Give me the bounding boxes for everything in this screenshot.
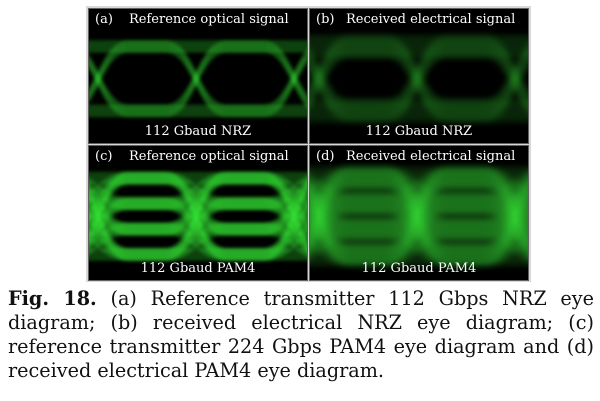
panel-subtitle: 112 Gbaud PAM4 [361,261,477,276]
caption-label: Fig. 18. [8,287,97,310]
panel-c-pam4-reference: (c) Reference optical signal 112 Gbaud P… [88,145,308,281]
eye-diagram-a [89,9,307,143]
panel-title: Received electrical signal [346,12,516,27]
eye-diagram-d [310,146,528,280]
panel-letter: (b) [316,12,335,27]
caption-text: (a) Reference transmitter 112 Gbps NRZ e… [8,287,594,382]
panel-title: Reference optical signal [129,149,289,164]
panel-b-nrz-received: (b) Received electrical signal 112 Gbaud… [309,8,529,144]
panel-title: Received electrical signal [346,149,516,164]
panel-d-pam4-received: (d) Received electrical signal 112 Gbaud… [309,145,529,281]
panel-subtitle: 112 Gbaud NRZ [144,124,252,139]
panel-letter: (c) [95,149,113,164]
panel-subtitle: 112 Gbaud NRZ [365,124,473,139]
panel-letter: (d) [316,149,335,164]
panel-title: Reference optical signal [129,12,289,27]
figure-caption: Fig. 18. (a) Reference transmitter 112 G… [8,287,594,383]
eye-diagram-figure: (a) Reference optical signal 112 Gbaud N… [86,6,531,282]
panel-subtitle: 112 Gbaud PAM4 [140,261,256,276]
panel-a-nrz-reference: (a) Reference optical signal 112 Gbaud N… [88,8,308,144]
eye-diagram-c [89,146,307,280]
eye-diagram-b [310,9,528,143]
panel-letter: (a) [95,12,113,27]
